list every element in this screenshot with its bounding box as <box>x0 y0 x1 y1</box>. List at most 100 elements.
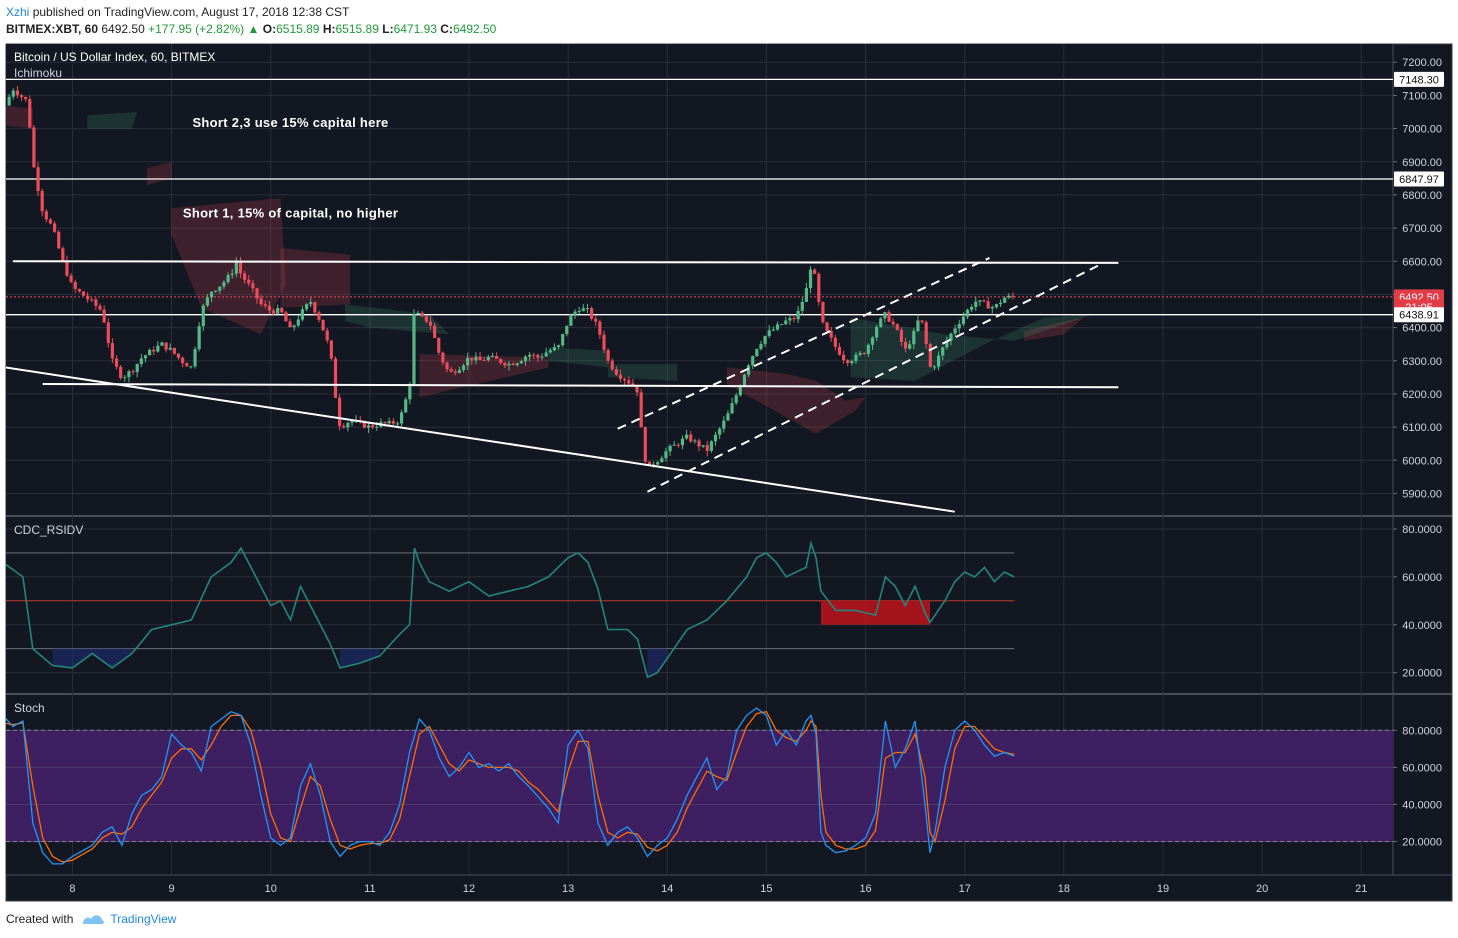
candle <box>164 342 168 353</box>
ichimoku-cloud-bullish <box>345 304 450 335</box>
candle <box>817 272 821 306</box>
x-tick-label: 14 <box>661 883 673 895</box>
candle <box>28 95 32 129</box>
candle <box>775 321 780 331</box>
candle <box>119 365 123 380</box>
author-link[interactable]: Xzhi <box>6 5 30 19</box>
candle-body <box>767 330 771 336</box>
candle-body <box>102 309 106 323</box>
candle-body <box>685 434 689 439</box>
candle-body <box>36 167 40 191</box>
publish-info: published on TradingView.com, August 17,… <box>32 5 350 19</box>
candle <box>875 324 879 342</box>
candle <box>371 423 375 430</box>
candle-body <box>205 297 210 306</box>
candle <box>102 305 106 324</box>
candle <box>36 162 40 197</box>
y-tick-label: 6800.00 <box>1402 190 1442 202</box>
y-tick-label: 7100.00 <box>1402 90 1442 102</box>
candle-body <box>81 291 86 296</box>
candle <box>556 344 561 350</box>
candle <box>936 351 941 371</box>
candle-body <box>623 378 627 381</box>
candle <box>701 445 705 449</box>
candle-body <box>556 345 561 348</box>
candle <box>189 365 193 369</box>
candle-body <box>775 324 780 330</box>
candle-body <box>160 342 164 346</box>
candle-body <box>503 362 507 366</box>
candle-body <box>201 305 205 327</box>
candle-body <box>226 275 230 283</box>
candle-body <box>998 302 1003 305</box>
candle-body <box>494 355 499 359</box>
candle <box>168 343 172 351</box>
candle <box>870 336 875 350</box>
candle-body <box>466 357 470 366</box>
candle <box>185 362 189 367</box>
candle-body <box>953 328 957 334</box>
price-tag-label: 6438.91 <box>1399 310 1439 322</box>
candle-body <box>825 322 829 332</box>
tradingview-link[interactable]: TradingView <box>110 912 177 926</box>
candle-body <box>949 333 953 341</box>
chart-area[interactable]: 8 9 10 11 12 13 14 15 16 17 18 19 20 21 7200.00 7100.00… <box>0 42 1458 904</box>
candle <box>90 297 94 302</box>
trend-line <box>6 366 955 513</box>
candle <box>197 322 201 352</box>
candle <box>238 257 243 279</box>
candle <box>751 355 755 370</box>
candle <box>569 314 573 326</box>
candle-body <box>123 377 127 379</box>
candle-body <box>585 308 590 310</box>
rsi-line <box>6 540 1015 679</box>
candle <box>127 369 131 383</box>
candle <box>48 217 53 225</box>
candle-body <box>742 374 747 387</box>
rsi-oversold-fill <box>52 648 132 668</box>
candle-body <box>978 300 982 302</box>
candle-body <box>561 334 565 346</box>
candle-body <box>656 462 660 465</box>
candle-body <box>482 359 486 361</box>
candle-body <box>7 96 11 106</box>
candle-body <box>771 329 775 331</box>
candle <box>209 291 214 303</box>
y-tick-label: 60.0000 <box>1402 762 1442 774</box>
trend-line <box>42 382 1119 389</box>
candle-body <box>713 434 718 442</box>
candle <box>251 279 255 293</box>
candle-body <box>635 386 639 393</box>
candle-body <box>639 392 643 428</box>
candle <box>734 392 738 406</box>
candle-body <box>511 363 515 366</box>
candle <box>73 279 77 294</box>
candle-body <box>288 321 292 328</box>
candle-body <box>668 445 672 452</box>
x-tick-label: 8 <box>69 883 75 895</box>
candle <box>561 333 565 348</box>
candle <box>205 294 210 308</box>
candle-body <box>309 302 313 305</box>
candle-body <box>156 345 160 352</box>
candle <box>903 337 908 353</box>
y-tick-label: 20.0000 <box>1402 837 1442 849</box>
candle-body <box>879 318 883 327</box>
candle-body <box>11 90 15 97</box>
candle-body <box>267 305 271 311</box>
candle <box>767 325 771 339</box>
candle <box>552 343 557 352</box>
candle-body <box>143 355 148 359</box>
candle <box>416 310 420 315</box>
candle-body <box>1003 297 1007 303</box>
candle <box>44 209 48 223</box>
y-tick-label: 7200.00 <box>1402 57 1442 69</box>
candle <box>928 342 932 368</box>
candle <box>730 397 734 414</box>
candle-body <box>548 350 552 353</box>
candle-body <box>804 288 809 302</box>
candle <box>255 287 259 304</box>
candle <box>412 309 416 387</box>
candle-body <box>147 349 152 356</box>
candle-body <box>602 334 606 351</box>
